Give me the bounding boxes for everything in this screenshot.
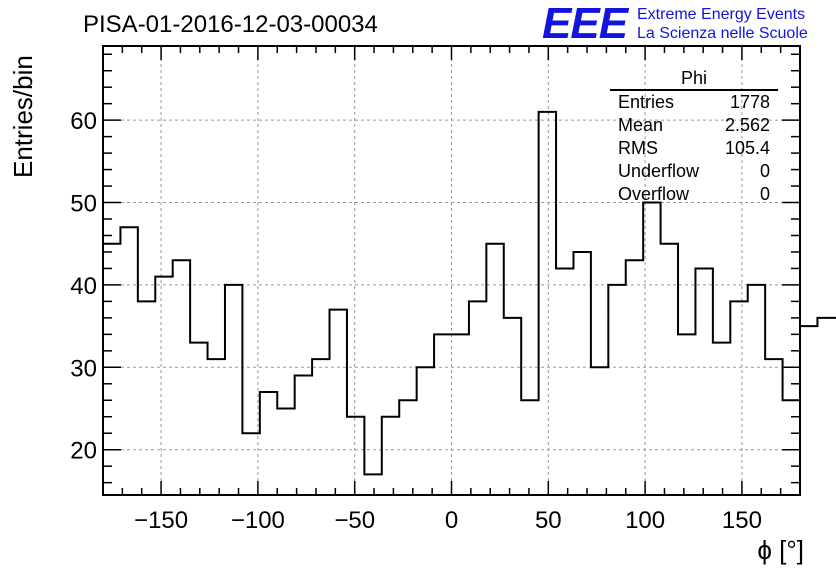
x-axis-label: ϕ [°]: [757, 535, 804, 565]
stats-title: Phi: [610, 68, 778, 91]
x-tick-label: 100: [625, 507, 665, 534]
stats-label: Underflow: [618, 161, 700, 181]
stats-label: Overflow: [618, 184, 690, 204]
y-tick-label: 20: [70, 438, 97, 465]
x-tick-label: −100: [231, 507, 285, 534]
stats-label: RMS: [618, 138, 658, 158]
x-tick-label: 150: [722, 507, 762, 534]
y-tick-label: 40: [70, 273, 97, 300]
y-tick-label: 30: [70, 355, 97, 382]
stats-row-overflow: Overflow 0: [610, 183, 778, 206]
stats-value: 0: [759, 161, 770, 181]
y-axis-label: Entries/bin: [8, 55, 38, 178]
x-tick-label: −50: [334, 507, 375, 534]
stats-label: Entries: [618, 92, 675, 112]
x-tick-label: −150: [134, 507, 188, 534]
run-title: PISA-01-2016-12-03-00034: [83, 11, 378, 38]
stats-row-entries: Entries 1778: [610, 91, 778, 114]
stats-value: 1778: [729, 92, 770, 112]
stats-value: 2.562: [724, 115, 770, 135]
stats-row-rms: RMS 105.4: [610, 137, 778, 160]
eee-logo-text: Extreme Energy Events La Scienza nelle S…: [637, 5, 808, 43]
eee-logo-line2: La Scienza nelle Scuole: [637, 25, 808, 42]
grid-lines: [103, 46, 800, 495]
stats-value: 0: [759, 184, 770, 204]
histogram-line: [103, 110, 836, 476]
y-tick-label: 50: [70, 191, 97, 218]
eee-logo: EEE: [542, 0, 628, 48]
x-tick-label: 0: [445, 507, 458, 534]
stats-box: Phi Entries 1778 Mean 2.562 RMS 105.4 Un…: [610, 68, 778, 206]
x-tick-labels: −150 −100 −50 0 50 100 150: [134, 507, 762, 534]
stats-row-mean: Mean 2.562: [610, 114, 778, 137]
x-tick-label: 50: [535, 507, 562, 534]
stats-label: Mean: [618, 115, 664, 135]
axis-ticks: [103, 46, 800, 495]
stats-row-underflow: Underflow 0: [610, 160, 778, 183]
stats-value: 105.4: [724, 138, 770, 158]
eee-logo-line1: Extreme Energy Events: [637, 6, 806, 23]
y-tick-labels: 20 30 40 50 60: [70, 108, 97, 465]
y-tick-label: 60: [70, 108, 97, 135]
